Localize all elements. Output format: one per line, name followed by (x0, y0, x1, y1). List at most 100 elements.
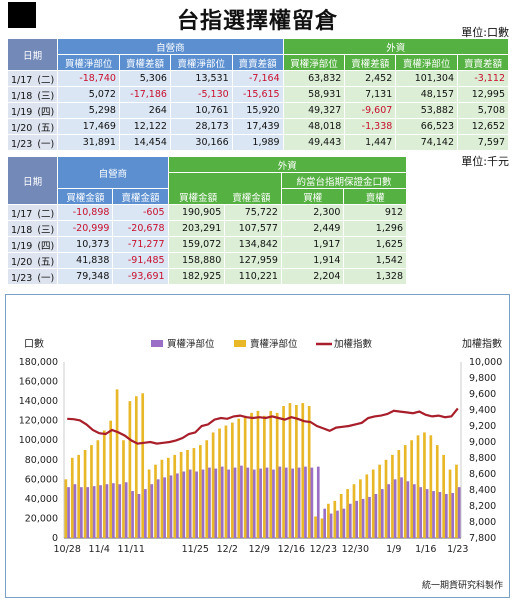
table-cell: 158,880 (167, 252, 226, 269)
corner-block (8, 2, 36, 28)
bar-put-net (295, 405, 298, 538)
bar-call-net (406, 481, 410, 538)
row-date: 1/20 (五) (6, 252, 59, 269)
y-tick-label: 180,000 (19, 357, 58, 368)
y-tick-label: 80,000 (25, 455, 58, 466)
foreign-group-header: 外資 (282, 38, 510, 55)
foreign-group-header: 外資 (167, 156, 408, 173)
page-title: 台指選擇權留倉 (176, 9, 338, 34)
bar-call-net (259, 468, 262, 538)
bar-call-net (412, 484, 416, 538)
table-cell: 1,447 (344, 134, 397, 151)
bar-put-net (96, 440, 100, 538)
x-tick-label: 10/28 (54, 544, 81, 555)
bar-call-net (387, 484, 391, 538)
amounts-table: 日期 自營商 外資 買權金額 賣權金額 約當台指期保證金口數 買權金額 賣權金額 買權… (6, 156, 408, 285)
bar-put-net (403, 445, 407, 538)
bar-call-net (240, 465, 243, 538)
table-cell: -71,277 (112, 236, 169, 253)
bar-call-net (137, 494, 141, 538)
bar-put-net (288, 403, 292, 538)
y-tick-label: 160,000 (19, 377, 58, 388)
bar-call-net (176, 473, 179, 538)
table-cell: 912 (343, 204, 407, 221)
y2-tick-label: 9,200 (469, 421, 496, 432)
bar-put-net (435, 445, 439, 538)
bar-put-net (115, 389, 119, 538)
table-cell: 14,454 (118, 134, 171, 151)
bar-put-net (384, 459, 388, 538)
bar-put-net (416, 435, 420, 538)
y2-tick-label: 8,800 (469, 453, 496, 464)
table-cell: -605 (112, 204, 169, 221)
bar-put-net (83, 450, 87, 538)
bar-call-net (419, 487, 423, 538)
bar-call-net (73, 484, 77, 538)
bar-put-net (365, 474, 369, 538)
table-cell: -17,186 (118, 86, 171, 103)
table-cell: 5,298 (57, 102, 120, 119)
weekday-value: (三) (37, 224, 55, 236)
bar-call-net (105, 484, 109, 538)
date-header: 日期 (6, 38, 59, 71)
bar-put-net (455, 464, 458, 538)
table-row: 1/19 (四) 10,373 -71,277 159,072 134,842 1,917 1… (6, 236, 407, 253)
date-value: 1/18 (11, 90, 33, 102)
bar-put-net (391, 454, 394, 538)
table-cell: 159,072 (167, 236, 226, 253)
foreign-amount-headers: 買權金額 賣權金額 (172, 190, 278, 204)
bar-put-net (122, 440, 125, 538)
y2-tick-label: 8,200 (469, 501, 496, 512)
table-cell: 1,296 (343, 220, 407, 237)
column-header: 買權淨部位 (57, 54, 120, 71)
weekday-value: (一) (37, 138, 55, 150)
bar-call-net (80, 487, 83, 538)
bar-put-net (263, 415, 266, 538)
bar-put-net (198, 445, 202, 538)
bar-put-net (192, 448, 196, 538)
table-cell: -20,999 (57, 220, 114, 237)
column-header: 賣權淨部位 (395, 54, 458, 71)
table-cell: 264 (118, 102, 171, 119)
date-header: 日期 (6, 156, 59, 205)
column-header: 賣賣差額 (457, 54, 509, 71)
bar-call-net (265, 467, 269, 538)
bar-put-net (282, 406, 285, 538)
table-cell: 134,842 (224, 236, 282, 253)
table-cell: 1,328 (343, 268, 407, 285)
table-cell: 13,531 (169, 70, 233, 87)
table-cell: -7,164 (231, 70, 284, 87)
table-cell: 182,925 (167, 268, 226, 285)
table-cell: 1,989 (231, 134, 284, 151)
bar-put-net (410, 440, 413, 538)
bar-put-net (224, 425, 228, 538)
bar-call-net (156, 479, 160, 538)
weekday-value: (四) (37, 106, 55, 118)
weekday-value: (五) (37, 256, 55, 268)
bar-put-net (397, 450, 401, 538)
table-row: 1/20 (五) 17,469 12,122 28,173 17,439 48,018 -1,… (6, 118, 509, 135)
bar-call-net (227, 469, 230, 538)
y2-tick-label: 8,000 (469, 517, 496, 528)
bar-put-net (275, 412, 279, 538)
column-header: 買權淨部位 (282, 54, 346, 71)
table-cell: 2,452 (344, 70, 397, 87)
table-cell: 49,443 (282, 134, 346, 151)
bar-call-net (99, 485, 102, 538)
table-cell: 2,300 (280, 204, 345, 221)
dealer-group-header: 自營商 (57, 156, 169, 189)
y2-tick-label: 9,400 (469, 405, 496, 416)
bar-call-net (214, 468, 218, 538)
row-date: 1/17 (二) (6, 70, 59, 87)
bar-put-net (448, 469, 452, 538)
row-date: 1/18 (三) (6, 86, 59, 103)
bar-call-net (112, 483, 115, 538)
x-tick-label: 12/2 (217, 544, 238, 555)
column-header: 賣賣差額 (231, 54, 284, 71)
bar-put-net (128, 401, 132, 538)
bar-call-net (291, 468, 295, 538)
table-row: 1/20 (五) 41,838 -91,485 158,880 127,959 1,914 1… (6, 252, 407, 269)
table-row: 1/18 (三) -20,999 -20,678 203,291 107,577 2,449… (6, 220, 407, 237)
weekday-value: (二) (37, 74, 55, 86)
bar-put-net (237, 418, 241, 538)
